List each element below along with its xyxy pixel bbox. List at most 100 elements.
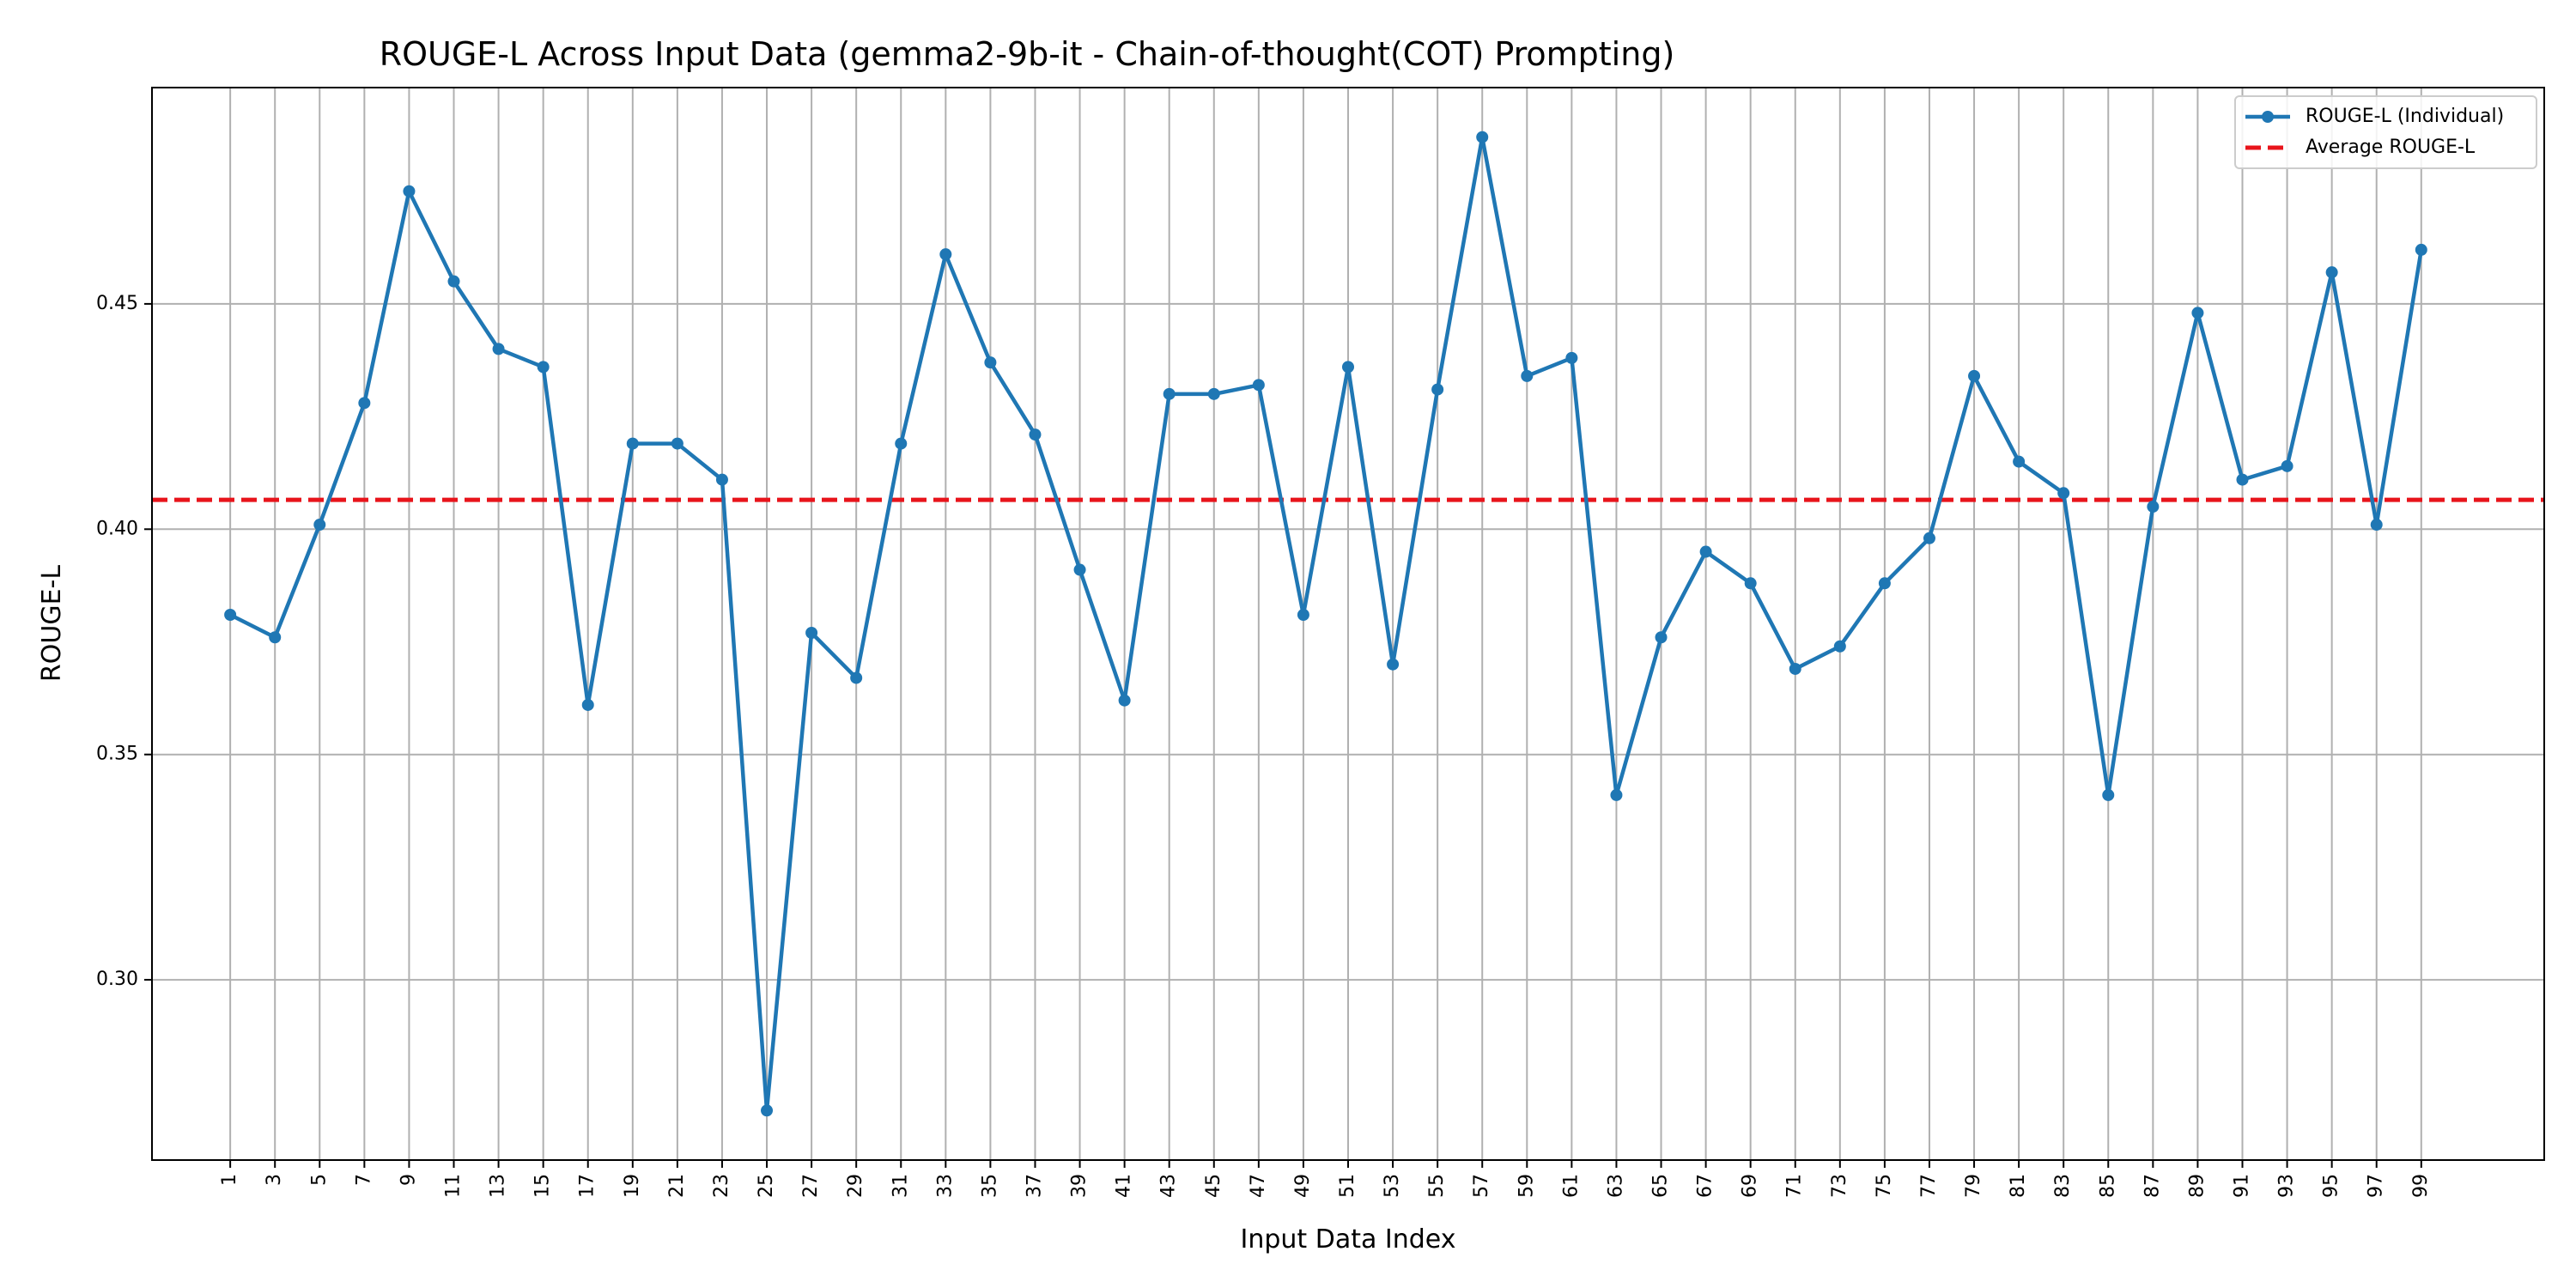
x-tick-label: 17	[577, 1174, 598, 1198]
data-point	[1073, 563, 1086, 576]
x-tick-label: 49	[1292, 1174, 1314, 1198]
x-tick-label: 43	[1158, 1174, 1180, 1198]
x-tick-label: 59	[1516, 1174, 1537, 1198]
x-tick-label: 85	[2097, 1174, 2118, 1198]
legend-label-individual: ROUGE-L (Individual)	[2306, 106, 2504, 127]
x-tick-label: 71	[1784, 1174, 1806, 1198]
data-point	[1207, 387, 1220, 400]
data-point	[1431, 383, 1444, 396]
data-point	[1297, 609, 1309, 622]
x-tick-label: 65	[1650, 1174, 1672, 1198]
x-tick-label: 47	[1248, 1174, 1269, 1198]
x-tick-label: 41	[1114, 1174, 1135, 1198]
grid	[152, 88, 2544, 1160]
data-point	[761, 1104, 774, 1117]
data-point	[2191, 307, 2204, 319]
data-point	[1744, 577, 1757, 590]
x-tick-label: 83	[2052, 1174, 2074, 1198]
data-point	[1565, 351, 1578, 364]
x-tick-label: 75	[1874, 1174, 1895, 1198]
x-tick-label: 45	[1203, 1174, 1224, 1198]
data-point	[581, 698, 594, 711]
x-tick-label: 5	[308, 1174, 330, 1186]
x-tick-label: 67	[1695, 1174, 1716, 1198]
chart-title: ROUGE-L Across Input Data (gemma2-9b-it …	[380, 35, 1675, 73]
x-tick-label: 11	[443, 1174, 465, 1198]
data-point	[1342, 361, 1354, 374]
data-point	[715, 473, 728, 486]
x-tick-label: 15	[532, 1174, 554, 1198]
legend-box	[2234, 95, 2537, 169]
x-tick-label: 51	[1337, 1174, 1358, 1198]
x-tick-label: 99	[2410, 1174, 2432, 1198]
data-point	[1923, 532, 1935, 544]
data-point	[805, 626, 818, 639]
data-point	[626, 437, 639, 450]
data-point	[1655, 631, 1668, 644]
y-tick-label: 0.35	[96, 744, 138, 765]
x-tick-label: 79	[1963, 1174, 1984, 1198]
x-tick-label: 39	[1069, 1174, 1091, 1198]
data-point	[1118, 694, 1131, 707]
legend: ROUGE-L (Individual) Average ROUGE-L	[2234, 95, 2537, 169]
data-point	[447, 275, 460, 288]
x-tick-label: 35	[979, 1174, 1000, 1198]
x-tick-label: 87	[2142, 1174, 2163, 1198]
x-tick-label: 53	[1382, 1174, 1403, 1198]
legend-label-average: Average ROUGE-L	[2306, 137, 2476, 158]
x-tick-label: 25	[756, 1174, 777, 1198]
x-tick-label: 61	[1560, 1174, 1582, 1198]
legend-marker	[2262, 111, 2274, 123]
data-point	[1878, 577, 1891, 590]
data-point	[1521, 369, 1534, 382]
y-axis: 0.30 0.35 0.40 0.45	[96, 293, 152, 990]
data-point	[2236, 473, 2249, 486]
data-point	[1252, 379, 1265, 392]
x-tick-label: 97	[2366, 1174, 2387, 1198]
data-point	[939, 248, 952, 261]
data-point	[1476, 131, 1489, 143]
x-tick-label: 37	[1024, 1174, 1045, 1198]
data-point	[895, 437, 908, 450]
x-tick-label: 55	[1426, 1174, 1448, 1198]
x-tick-label: 31	[890, 1174, 911, 1198]
data-point	[2281, 459, 2293, 472]
data-point	[1029, 428, 1042, 441]
series-line	[229, 135, 2424, 1113]
x-tick-label: 13	[488, 1174, 509, 1198]
x-tick-label: 91	[2231, 1174, 2252, 1198]
x-tick-label: 73	[1829, 1174, 1850, 1198]
x-tick-label: 21	[666, 1174, 688, 1198]
data-point	[313, 519, 326, 532]
data-point	[1789, 662, 1801, 675]
x-tick-label: 81	[2008, 1174, 2029, 1198]
data-point	[2057, 487, 2070, 500]
data-point	[2102, 788, 2115, 801]
x-axis-label: Input Data Index	[1241, 1224, 1456, 1255]
data-point	[1968, 369, 1981, 382]
x-tick-label: 95	[2321, 1174, 2342, 1198]
data-point	[2415, 243, 2427, 256]
x-tick-label: 19	[622, 1174, 643, 1198]
data-point	[537, 361, 550, 374]
x-tick-label: 27	[800, 1174, 822, 1198]
data-point	[2013, 455, 2026, 468]
x-tick-label: 9	[398, 1174, 419, 1186]
y-tick-label: 0.30	[96, 969, 138, 990]
y-tick-label: 0.45	[96, 293, 138, 314]
data-point	[850, 671, 863, 684]
x-axis: 1 3 5 7 9 11 13 15 17 19 21 23 25 27 29 31 33 35 37 39 41 43 4…	[219, 1160, 2432, 1198]
data-point	[1833, 640, 1846, 653]
x-tick-label: 3	[264, 1174, 285, 1186]
x-tick-label: 23	[711, 1174, 732, 1198]
data-point	[1699, 545, 1712, 558]
data-point	[492, 343, 505, 355]
data-point	[269, 631, 282, 644]
data-point	[358, 397, 371, 410]
x-tick-label: 7	[353, 1174, 374, 1186]
x-tick-label: 63	[1605, 1174, 1626, 1198]
data-point	[2370, 519, 2383, 532]
data-point	[1610, 788, 1623, 801]
data-point	[2147, 501, 2160, 513]
data-point	[224, 609, 237, 622]
